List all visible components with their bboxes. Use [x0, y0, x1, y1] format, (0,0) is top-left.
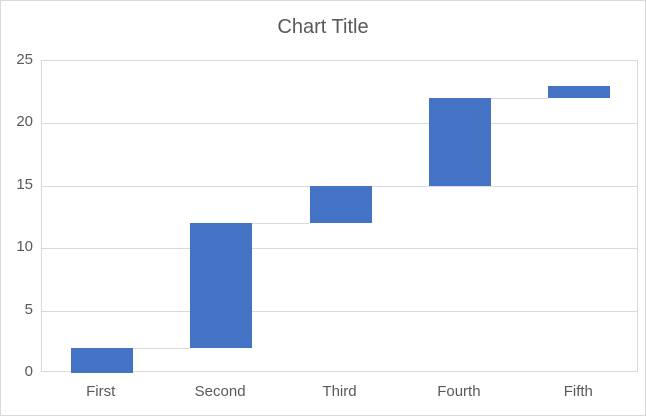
gridline-y-20 — [42, 123, 637, 125]
x-tick-label-first: First — [86, 383, 116, 400]
bar-first[interactable] — [70, 348, 133, 373]
y-tick-label-5: 5 — [24, 300, 33, 318]
bar-fifth[interactable] — [548, 85, 611, 99]
x-tick-label-fifth: Fifth — [563, 383, 593, 400]
connector-second-to-third — [252, 223, 310, 225]
chart-title[interactable]: Chart Title — [277, 16, 369, 38]
gridline-y-10 — [42, 248, 637, 250]
connector-fourth-to-fifth — [490, 98, 549, 100]
gridline-y-5 — [42, 310, 637, 312]
y-tick-label-15: 15 — [16, 175, 33, 193]
bar-third[interactable] — [309, 185, 372, 224]
x-tick-label-fourth: Fourth — [437, 383, 481, 400]
x-tick-label-third: Third — [322, 383, 357, 400]
y-tick-label-0: 0 — [24, 363, 33, 380]
connector-third-to-fourth — [371, 185, 429, 187]
connector-first-to-second — [132, 348, 191, 350]
bar-second[interactable] — [190, 223, 253, 349]
plot-area — [41, 60, 638, 373]
y-tick-label-10: 10 — [16, 238, 33, 256]
bar-fourth[interactable] — [428, 98, 491, 186]
y-tick-label-25: 25 — [16, 51, 33, 68]
y-tick-label-20: 20 — [16, 113, 33, 131]
x-tick-label-second: Second — [194, 383, 246, 400]
